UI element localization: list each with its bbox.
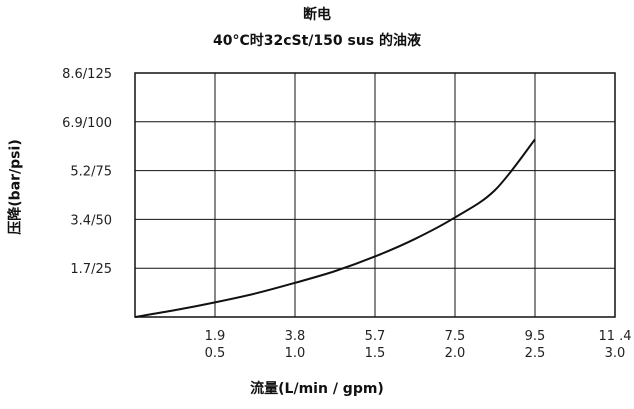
x-tick-label-lpm: 9.5 <box>525 329 546 344</box>
y-tick-label: 8.6/125 <box>62 67 112 82</box>
y-tick-label: 5.2/75 <box>70 165 112 180</box>
x-tick-label-gpm: 3.0 <box>605 346 626 361</box>
x-tick-label-lpm: 11 .4 <box>598 329 631 344</box>
x-tick-label-gpm: 2.5 <box>525 346 546 361</box>
x-tick-label-gpm: 0.5 <box>205 346 226 361</box>
x-tick-label-lpm: 1.9 <box>205 329 226 344</box>
y-tick-label: 3.4/50 <box>70 213 112 228</box>
x-tick-label-lpm: 3.8 <box>285 329 306 344</box>
x-tick-label-lpm: 7.5 <box>445 329 466 344</box>
series-line <box>134 138 536 318</box>
x-tick-label-gpm: 1.5 <box>365 346 386 361</box>
x-tick-label-gpm: 2.0 <box>445 346 466 361</box>
x-tick-label-gpm: 1.0 <box>285 346 306 361</box>
y-tick-label: 1.7/25 <box>70 262 112 277</box>
chart-title: 断电 <box>303 7 331 23</box>
x-axis-label: 流量(L/min / gpm) <box>250 381 384 397</box>
chart-subtitle: 40°C时32cSt/150 sus 的油液 <box>212 33 422 49</box>
x-tick-label-lpm: 5.7 <box>365 329 386 344</box>
y-tick-label: 6.9/100 <box>62 116 112 131</box>
